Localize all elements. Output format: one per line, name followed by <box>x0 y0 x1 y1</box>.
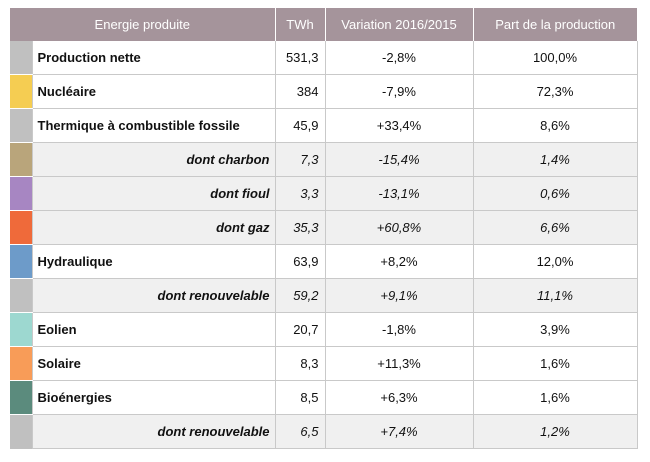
row-label: Bioénergies <box>31 380 275 415</box>
row-share: 8,6% <box>472 108 638 143</box>
row-variation: +8,2% <box>324 244 473 279</box>
row-share: 1,6% <box>472 346 638 381</box>
table-row: Eolien 20,7 -1,8% 3,9% <box>10 312 638 347</box>
color-swatch <box>10 312 32 347</box>
row-twh: 35,3 <box>274 210 325 245</box>
row-label: dont renouvelable <box>31 278 275 313</box>
row-share: 1,4% <box>472 142 638 177</box>
row-label: Nucléaire <box>31 74 275 109</box>
row-twh: 8,3 <box>274 346 325 381</box>
table-row: Thermique à combustible fossile 45,9 +33,4… <box>10 108 638 143</box>
table-row: Solaire 8,3 +11,3% 1,6% <box>10 346 638 381</box>
row-twh: 6,5 <box>274 414 325 449</box>
row-share: 1,6% <box>472 380 638 415</box>
row-twh: 63,9 <box>274 244 325 279</box>
color-swatch <box>10 414 32 449</box>
color-swatch <box>10 108 32 143</box>
row-label: Eolien <box>31 312 275 347</box>
header-row: Energie produite TWh Variation 2016/2015… <box>10 8 637 41</box>
row-twh: 3,3 <box>274 176 325 211</box>
row-label: Production nette <box>31 41 275 75</box>
row-variation: +33,4% <box>324 108 473 143</box>
table-row: Bioénergies 8,5 +6,3% 1,6% <box>10 380 638 415</box>
row-variation: -13,1% <box>324 176 473 211</box>
row-variation: +11,3% <box>324 346 473 381</box>
table-row: Nucléaire 384 -7,9% 72,3% <box>10 74 638 109</box>
table-row: Production nette 531,3 -2,8% 100,0% <box>10 41 638 75</box>
header-twh: TWh <box>274 8 325 41</box>
table-row: dont charbon 7,3 -15,4% 1,4% <box>10 142 638 177</box>
color-swatch <box>10 142 32 177</box>
row-share: 12,0% <box>472 244 638 279</box>
row-twh: 20,7 <box>274 312 325 347</box>
row-variation: +9,1% <box>324 278 473 313</box>
row-share: 6,6% <box>472 210 638 245</box>
table-row: Hydraulique 63,9 +8,2% 12,0% <box>10 244 638 279</box>
row-label: dont gaz <box>31 210 275 245</box>
row-variation: -2,8% <box>324 41 473 75</box>
row-variation: +6,3% <box>324 380 473 415</box>
row-twh: 45,9 <box>274 108 325 143</box>
row-twh: 7,3 <box>274 142 325 177</box>
color-swatch <box>10 278 32 313</box>
row-share: 1,2% <box>472 414 638 449</box>
row-share: 0,6% <box>472 176 638 211</box>
row-variation: +7,4% <box>324 414 473 449</box>
row-label: Hydraulique <box>31 244 275 279</box>
color-swatch <box>10 176 32 211</box>
energy-production-table: Energie produite TWh Variation 2016/2015… <box>10 8 638 449</box>
table-row: dont gaz 35,3 +60,8% 6,6% <box>10 210 638 245</box>
row-share: 3,9% <box>472 312 638 347</box>
row-variation: -15,4% <box>324 142 473 177</box>
row-share: 72,3% <box>472 74 638 109</box>
table-row: dont fioul 3,3 -13,1% 0,6% <box>10 176 638 211</box>
row-twh: 8,5 <box>274 380 325 415</box>
color-swatch <box>10 74 32 109</box>
color-swatch <box>10 41 32 75</box>
row-variation: +60,8% <box>324 210 473 245</box>
header-energy-produced: Energie produite <box>10 8 275 41</box>
color-swatch <box>10 380 32 415</box>
table-row: dont renouvelable 59,2 +9,1% 11,1% <box>10 278 638 313</box>
row-label: Thermique à combustible fossile <box>31 108 275 143</box>
row-twh: 384 <box>274 74 325 109</box>
row-variation: -7,9% <box>324 74 473 109</box>
row-variation: -1,8% <box>324 312 473 347</box>
row-share: 11,1% <box>472 278 638 313</box>
row-twh: 531,3 <box>274 41 325 75</box>
color-swatch <box>10 210 32 245</box>
row-share: 100,0% <box>472 41 638 75</box>
row-label: dont fioul <box>31 176 275 211</box>
energy-production-table-container: Energie produite TWh Variation 2016/2015… <box>10 8 638 449</box>
row-label: dont charbon <box>31 142 275 177</box>
row-label: dont renouvelable <box>31 414 275 449</box>
row-label: Solaire <box>31 346 275 381</box>
header-variation: Variation 2016/2015 <box>324 8 473 41</box>
row-twh: 59,2 <box>274 278 325 313</box>
color-swatch <box>10 346 32 381</box>
color-swatch <box>10 244 32 279</box>
table-row: dont renouvelable 6,5 +7,4% 1,2% <box>10 414 638 449</box>
header-share: Part de la production <box>472 8 637 41</box>
